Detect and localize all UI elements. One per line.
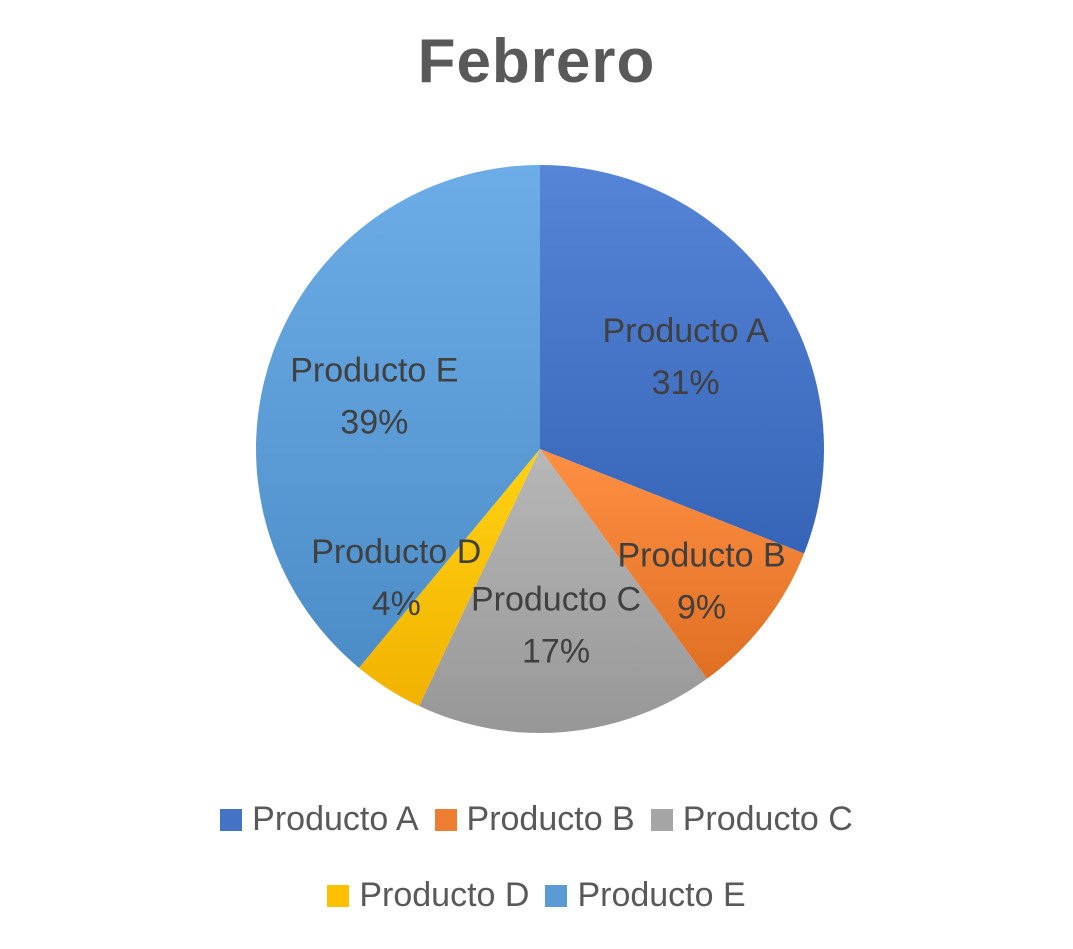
pie-slice-producto-e	[256, 165, 540, 668]
pie-slice-producto-d	[358, 449, 540, 706]
chart-title: Febrero	[417, 27, 656, 96]
data-label-value-producto-d: 4%	[372, 585, 421, 623]
data-label-value-producto-c: 17%	[522, 633, 590, 671]
pie-slice-producto-b	[540, 449, 805, 679]
pie-slices	[256, 165, 825, 733]
pie-slice-producto-a	[540, 165, 825, 554]
pie-slice-producto-c	[419, 449, 707, 733]
pie-data-labels: Producto A 31% Producto B 9% Producto C 17% Pr…	[290, 312, 785, 671]
data-label-category-producto-c: Producto C	[471, 581, 641, 619]
data-label-category-producto-d: Producto D	[311, 533, 481, 571]
data-label-value-producto-b: 9%	[677, 588, 726, 626]
data-label-category-producto-e: Producto E	[290, 351, 458, 389]
data-label-category-producto-b: Producto B	[617, 536, 785, 574]
data-label-category-producto-a: Producto A	[602, 312, 769, 350]
data-label-value-producto-a: 31%	[652, 364, 720, 402]
data-label-value-producto-e: 39%	[340, 403, 408, 441]
